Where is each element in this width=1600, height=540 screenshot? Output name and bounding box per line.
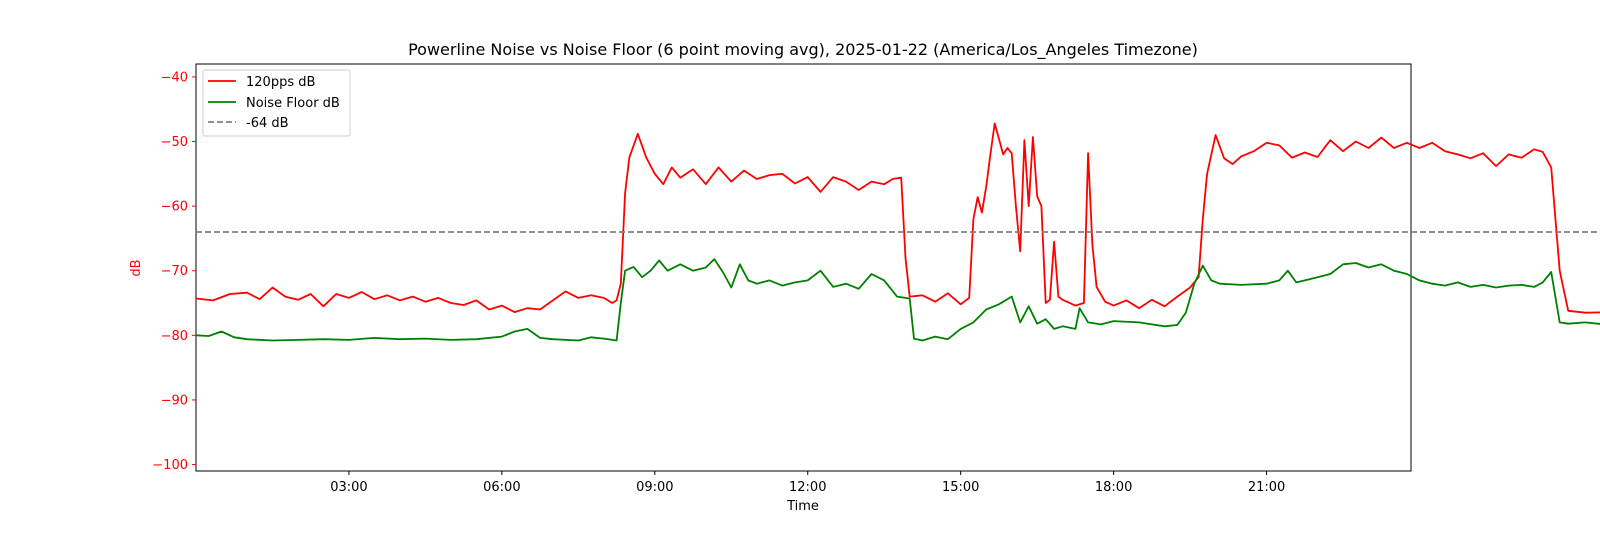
legend-box xyxy=(202,69,351,137)
series-layer xyxy=(195,122,1600,342)
y-tick-label: −70 xyxy=(161,264,188,279)
y-axis: −40 −50 −60 −70 −80 −90 −100 xyxy=(152,70,196,473)
x-tick-label: 06:00 xyxy=(483,480,520,495)
y-tick-label: −100 xyxy=(152,458,188,473)
chart-title: Powerline Noise vs Noise Floor (6 point … xyxy=(408,40,1198,60)
plot-frame xyxy=(195,63,1412,472)
y-tick-label: −80 xyxy=(161,329,188,344)
x-axis-label: Time xyxy=(786,499,819,514)
y-tick-label: −40 xyxy=(161,70,188,85)
plot-area: −40 −50 −60 −70 −80 −90 −100 03:00 06:00 09:00 12… xyxy=(152,63,1600,495)
series-line-1 xyxy=(195,258,1600,342)
legend-label-120pps: 120pps dB xyxy=(246,75,315,90)
x-tick-label: 18:00 xyxy=(1095,480,1132,495)
y-axis-label: dB xyxy=(129,259,144,276)
y-tick-label: −90 xyxy=(161,393,188,408)
x-axis: 03:00 06:00 09:00 12:00 15:00 18:00 21:00 xyxy=(330,471,1285,495)
legend: 120pps dB Noise Floor dB -64 dB xyxy=(202,69,351,137)
x-tick-label: 12:00 xyxy=(789,480,826,495)
y-tick-label: −60 xyxy=(161,200,188,215)
x-tick-label: 09:00 xyxy=(636,480,673,495)
legend-label-noise-floor: Noise Floor dB xyxy=(246,96,340,111)
x-tick-label: 03:00 xyxy=(330,480,367,495)
y-tick-label: −50 xyxy=(161,135,188,150)
x-tick-label: 15:00 xyxy=(942,480,979,495)
series-line-0 xyxy=(195,122,1600,314)
x-tick-label: 21:00 xyxy=(1248,480,1285,495)
legend-label-threshold: -64 dB xyxy=(246,116,289,131)
